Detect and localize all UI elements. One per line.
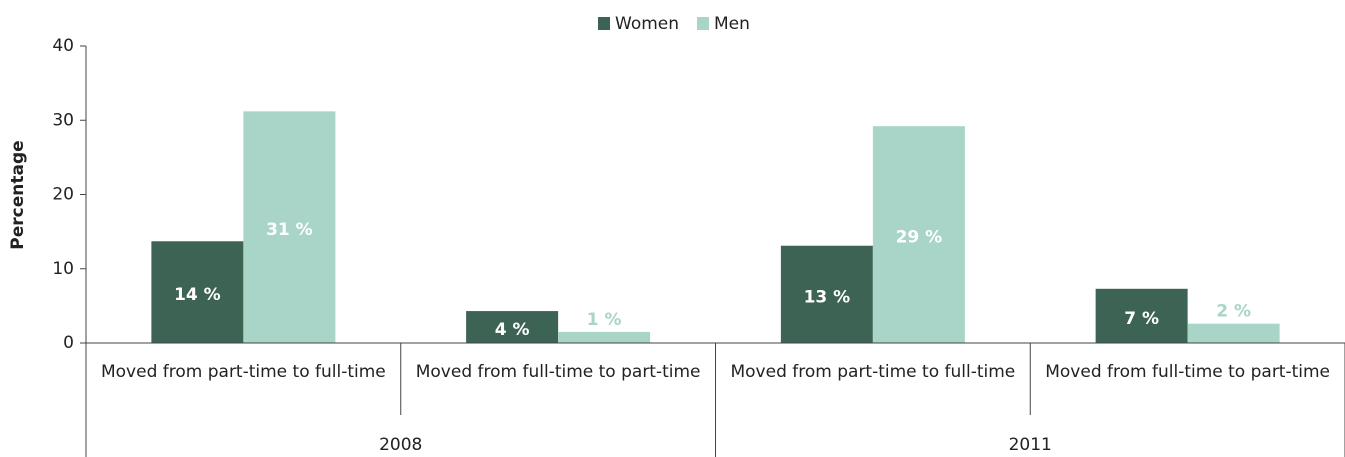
bar bbox=[466, 311, 559, 343]
legend-swatch bbox=[598, 17, 610, 30]
value-label: 7 % bbox=[1124, 309, 1159, 329]
y-tick-label: 20 bbox=[52, 185, 74, 205]
value-label: 2 % bbox=[1216, 302, 1251, 322]
value-label: 13 % bbox=[804, 287, 851, 307]
y-tick-label: 30 bbox=[52, 110, 74, 130]
legend-label: Men bbox=[714, 14, 750, 34]
y-tick-label: 40 bbox=[52, 36, 74, 56]
group-label: 2011 bbox=[1009, 435, 1052, 455]
value-label: 31 % bbox=[266, 220, 313, 240]
value-label: 1 % bbox=[587, 310, 622, 330]
value-label: 14 % bbox=[174, 285, 221, 305]
bar bbox=[1095, 288, 1188, 343]
x-tick-label: Moved from part-time to full-time bbox=[100, 362, 386, 382]
y-axis-label: Percentage bbox=[8, 140, 28, 249]
y-tick-label: 0 bbox=[63, 333, 74, 353]
bar bbox=[558, 331, 651, 343]
value-label: 29 % bbox=[896, 228, 943, 248]
value-label: 4 % bbox=[495, 320, 530, 340]
legend-label: Women bbox=[615, 14, 679, 34]
x-tick-label: Moved from full-time to part-time bbox=[1045, 362, 1331, 382]
bar bbox=[872, 126, 965, 343]
group-label: 2008 bbox=[379, 435, 422, 455]
x-tick-label: Moved from full-time to part-time bbox=[415, 362, 701, 382]
x-tick-label: Moved from part-time to full-time bbox=[730, 362, 1016, 382]
bar bbox=[1187, 323, 1280, 343]
bar bbox=[243, 111, 336, 343]
legend-swatch bbox=[697, 17, 710, 30]
bar bbox=[151, 241, 244, 343]
bar bbox=[780, 245, 873, 343]
y-tick-label: 10 bbox=[52, 259, 74, 279]
